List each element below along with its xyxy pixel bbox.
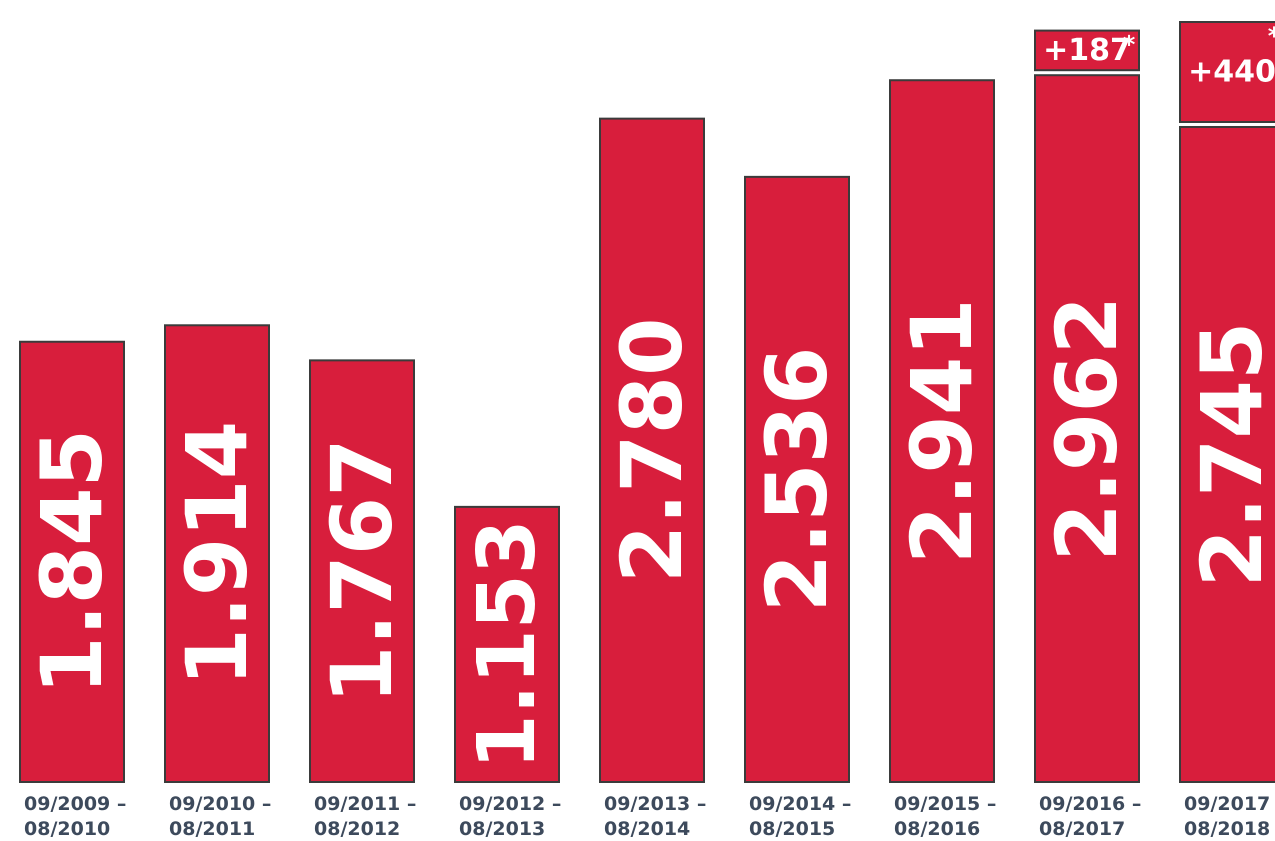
value-label: 2.536 <box>748 347 846 613</box>
x-tick-label: 08/2014 <box>604 818 690 840</box>
x-tick-label: 09/2010 – <box>169 793 271 815</box>
value-label: +440 <box>1188 54 1275 89</box>
x-tick-label: 09/2011 – <box>314 793 416 815</box>
x-tick-label: 08/2016 <box>894 818 980 840</box>
x-tick-label: 09/2017 – <box>1184 793 1275 815</box>
value-label: 2.962 <box>1038 296 1136 562</box>
value-label: 1.153 <box>461 519 553 769</box>
x-tick-label: 08/2010 <box>24 818 110 840</box>
x-tick-label: 09/2009 – <box>24 793 126 815</box>
x-tick-label: 08/2015 <box>749 818 835 840</box>
value-label: 1.914 <box>168 421 266 687</box>
value-label: 2.780 <box>603 317 701 583</box>
x-tick-label: 09/2016 – <box>1039 793 1141 815</box>
x-tick-label: 08/2017 <box>1039 818 1125 840</box>
x-tick-label: 08/2011 <box>169 818 255 840</box>
footnote-marker: * <box>1123 31 1136 59</box>
x-tick-label: 08/2012 <box>314 818 400 840</box>
value-label: 2.745 <box>1183 322 1275 588</box>
value-label: +187 <box>1043 33 1131 68</box>
value-label: 1.845 <box>23 429 121 695</box>
chart: 1.845 09/2009 – 08/2010 1.914 09/2010 – 08/20… <box>0 0 1275 841</box>
value-label: 2.941 <box>893 298 991 564</box>
x-tick-label: 08/2013 <box>459 818 545 840</box>
x-tick-label: 09/2015 – <box>894 793 996 815</box>
x-tick-label: 08/2018 <box>1184 818 1270 840</box>
x-tick-label: 09/2012 – <box>459 793 561 815</box>
value-label: 1.767 <box>313 438 411 704</box>
x-tick-label: 09/2013 – <box>604 793 706 815</box>
footnote-marker: * <box>1268 22 1275 50</box>
x-tick-label: 09/2014 – <box>749 793 851 815</box>
